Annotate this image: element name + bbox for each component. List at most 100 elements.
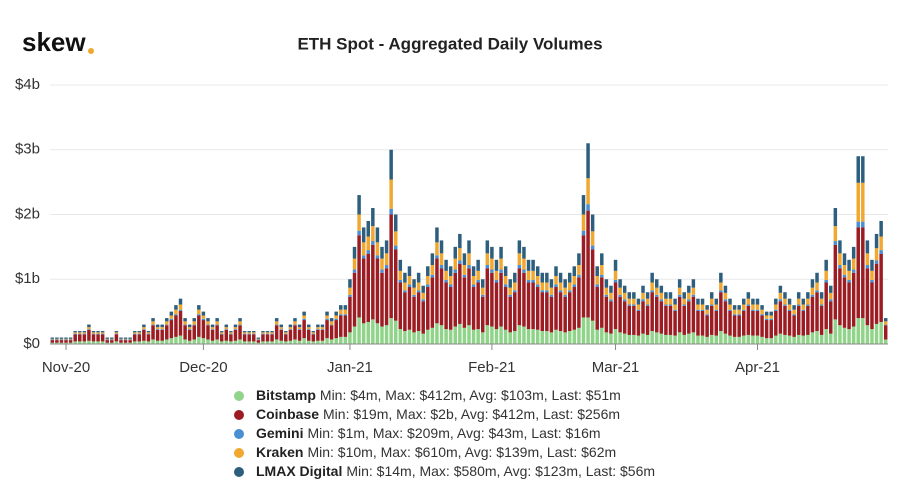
- bar-segment: [751, 304, 755, 310]
- bar-segment: [856, 182, 860, 222]
- bar-segment: [636, 304, 641, 310]
- bar-segment: [142, 329, 146, 330]
- bar-segment: [609, 292, 613, 300]
- bar-segment: [577, 274, 581, 278]
- bar-segment: [806, 305, 810, 335]
- bar-segment: [78, 332, 82, 334]
- bar-segment: [531, 259, 535, 271]
- bar-segment: [384, 265, 389, 269]
- bar-segment: [219, 334, 224, 342]
- bar-segment: [384, 325, 389, 344]
- bar-segment: [325, 320, 329, 339]
- bar-segment: [119, 342, 123, 344]
- bar-segment: [187, 329, 192, 330]
- bar-segment: [82, 333, 87, 335]
- bar-segment: [91, 332, 96, 334]
- bar-segment: [366, 321, 370, 344]
- bar-segment: [861, 318, 865, 344]
- bar-segment: [645, 298, 650, 305]
- bar-segment: [737, 314, 741, 316]
- bar-segment: [742, 309, 746, 311]
- bar-segment: [137, 334, 142, 342]
- bar-segment: [274, 339, 279, 344]
- bar-segment: [403, 290, 407, 293]
- bar-segment: [119, 340, 123, 343]
- bar-segment: [137, 341, 142, 344]
- bar-segment: [778, 299, 783, 302]
- bar-segment: [522, 258, 526, 270]
- bar-segment: [586, 143, 590, 179]
- y-tick-label: $2b: [15, 205, 40, 222]
- bar-segment: [769, 311, 773, 316]
- x-tick-label: Apr-21: [735, 359, 780, 376]
- bar-segment: [467, 325, 471, 344]
- bar-segment: [64, 338, 68, 340]
- legend-name: Gemini: [256, 425, 303, 441]
- x-tick-label: Mar-21: [592, 359, 640, 376]
- bar-segment: [325, 338, 329, 344]
- bar-segment: [590, 320, 595, 344]
- bar-segment: [375, 227, 380, 243]
- bar-segment: [526, 270, 531, 280]
- bar-segment: [82, 332, 87, 334]
- bar-segment: [384, 253, 389, 266]
- bar-segment: [861, 156, 865, 183]
- bar-segment: [219, 331, 224, 333]
- bar-segment: [215, 325, 219, 340]
- bar-segment: [609, 333, 613, 344]
- bar-segment: [563, 296, 567, 333]
- bar-segment: [87, 327, 91, 330]
- legend-marker: [234, 429, 244, 439]
- bar-segment: [380, 269, 384, 273]
- bar-segment: [123, 342, 128, 344]
- bar-segment: [513, 272, 517, 283]
- bar-segment: [146, 331, 151, 333]
- bar-segment: [517, 253, 522, 266]
- bar-segment: [151, 339, 155, 344]
- bar-segment: [306, 324, 311, 328]
- bar-segment: [297, 329, 302, 330]
- legend-name: Kraken: [256, 444, 303, 460]
- bar-segment: [851, 269, 856, 273]
- bar-segment: [352, 258, 357, 270]
- bar-segment: [668, 305, 673, 335]
- bar-segment: [513, 292, 517, 332]
- bar-segment: [206, 339, 210, 344]
- legend-stats: Min: $4m, Max: $412m, Avg: $103m, Last: …: [320, 387, 621, 403]
- bar-segment: [270, 333, 274, 335]
- bar-segment: [618, 279, 622, 288]
- bar-segment: [316, 340, 320, 344]
- bar-segment: [503, 284, 508, 288]
- legend-entry: LMAX Digital Min: $14m, Max: $580m, Avg: …: [256, 463, 655, 479]
- bar-segment: [132, 332, 137, 334]
- bar-segment: [590, 245, 595, 250]
- bar-segment: [64, 337, 68, 339]
- bar-segment: [677, 294, 682, 297]
- bar-segment: [59, 340, 64, 343]
- bar-segment: [393, 245, 398, 250]
- bar-segment: [723, 299, 728, 302]
- bar-segment: [105, 339, 109, 341]
- bar-segment: [861, 227, 865, 319]
- bar-segment: [632, 304, 636, 306]
- bar-segment: [480, 279, 485, 288]
- bar-segment: [609, 299, 613, 302]
- bar-segment: [842, 265, 847, 275]
- bar-segment: [673, 310, 677, 336]
- bar-segment: [215, 339, 219, 344]
- bar-segment: [160, 329, 164, 341]
- bar-segment: [540, 272, 545, 283]
- bar-segment: [874, 248, 879, 261]
- bar-segment: [732, 314, 737, 316]
- bar-segment: [856, 156, 860, 183]
- bar-segment: [59, 339, 64, 341]
- bar-segment: [742, 335, 746, 344]
- bar-segment: [549, 287, 554, 295]
- bar-segment: [485, 253, 490, 266]
- bar-segment: [229, 334, 233, 342]
- bar-segment: [700, 335, 705, 344]
- bar-segment: [96, 332, 100, 334]
- bar-segment: [824, 259, 828, 271]
- bar-segment: [618, 296, 622, 333]
- bar-segment: [810, 332, 815, 344]
